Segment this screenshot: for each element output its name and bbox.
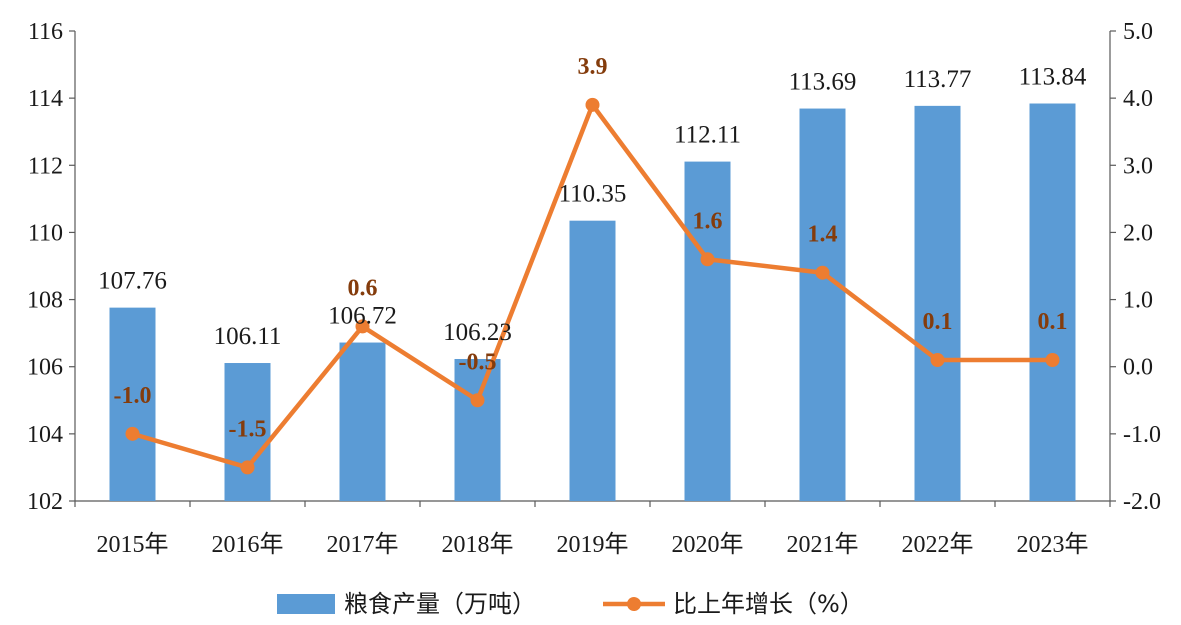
bar — [799, 108, 846, 502]
right-axis-tick-label: -1.0 — [1123, 422, 1161, 448]
left-axis-tick-label: 116 — [28, 19, 63, 45]
bar-value-label: 107.76 — [98, 268, 167, 295]
right-axis-tick-label: 3.0 — [1123, 153, 1153, 179]
right-axis-tick-label: 2.0 — [1123, 220, 1153, 246]
bar-value-label: 113.84 — [1019, 64, 1087, 91]
right-axis-tick-label: 1.0 — [1123, 288, 1153, 314]
bar — [914, 105, 961, 501]
bar-value-label: 106.72 — [328, 303, 397, 330]
line-series — [125, 97, 1060, 475]
x-axis-tick-label: 2020年 — [672, 531, 744, 558]
x-axis-tick-label: 2018年 — [442, 531, 514, 558]
x-axis-tick-label: 2022年 — [902, 531, 974, 558]
growth-value-label: -1.0 — [114, 383, 152, 409]
axes: 102 104 106 108 110 112 114 116 -2.0 -1.0 0.0 1.0 2.… — [27, 19, 1161, 558]
growth-point — [700, 252, 715, 267]
growth-value-label: 1.6 — [693, 208, 723, 234]
growth-point — [930, 353, 945, 367]
growth-point — [815, 265, 830, 280]
left-axis-tick-label: 108 — [27, 288, 63, 314]
bar-value-label: 113.77 — [904, 66, 972, 93]
growth-value-label: 0.1 — [923, 309, 953, 335]
bar — [224, 363, 271, 501]
left-axis-tick-label: 102 — [27, 489, 63, 515]
bar — [1029, 103, 1076, 501]
growth-point — [355, 319, 370, 334]
growth-value-label: 1.4 — [808, 222, 838, 248]
bar-value-label: 106.11 — [214, 323, 282, 350]
growth-point — [1045, 353, 1060, 367]
x-axis-tick-label: 2017年 — [327, 531, 399, 558]
bar — [684, 161, 731, 502]
bar-value-label: 110.35 — [559, 181, 627, 208]
legend-line-marker — [627, 597, 641, 611]
bar — [109, 307, 156, 501]
growth-value-label: -1.5 — [229, 416, 267, 442]
data-labels: 107.76 106.11 106.72 106.23 110.35 112.11 113.… — [98, 54, 1087, 443]
legend-bar-swatch — [277, 594, 335, 614]
legend-bar-label: 粮食产量（万吨） — [344, 590, 536, 618]
x-axis-tick-label: 2016年 — [212, 531, 284, 558]
right-axis-tick-label: 4.0 — [1123, 86, 1153, 112]
bar-value-label: 112.11 — [674, 122, 741, 149]
bar — [339, 342, 386, 501]
legend-line-label: 比上年增长（%） — [673, 590, 864, 618]
left-axis-tick-label: 110 — [28, 220, 63, 246]
x-axis-tick-label: 2021年 — [787, 531, 859, 558]
bar — [454, 358, 501, 501]
growth-point — [470, 393, 485, 408]
bar-value-label: 106.23 — [443, 319, 512, 346]
left-axis-tick-label: 104 — [27, 422, 63, 448]
bar-series — [109, 103, 1076, 502]
right-axis-tick-label: 0.0 — [1123, 355, 1153, 381]
bar — [569, 220, 616, 501]
growth-value-label: 0.1 — [1038, 309, 1068, 335]
x-axis-tick-label: 2015年 — [97, 531, 169, 558]
growth-point — [125, 426, 140, 441]
growth-value-label: 0.6 — [348, 275, 378, 301]
growth-value-label: -0.5 — [459, 349, 497, 375]
left-axis-tick-label: 112 — [28, 153, 63, 179]
right-axis-tick-label: 5.0 — [1123, 19, 1153, 45]
legend: 粮食产量（万吨） 比上年增长（%） — [277, 590, 864, 618]
right-axis-tick-label: -2.0 — [1123, 489, 1161, 515]
growth-point — [585, 97, 600, 112]
left-axis-tick-label: 106 — [27, 355, 63, 381]
x-axis-tick-label: 2019年 — [557, 531, 629, 558]
growth-value-label: 3.9 — [578, 54, 608, 80]
left-axis-tick-label: 114 — [28, 86, 63, 112]
x-axis-tick-label: 2023年 — [1017, 531, 1089, 558]
growth-point — [240, 460, 255, 475]
bar-value-label: 113.69 — [789, 69, 857, 96]
